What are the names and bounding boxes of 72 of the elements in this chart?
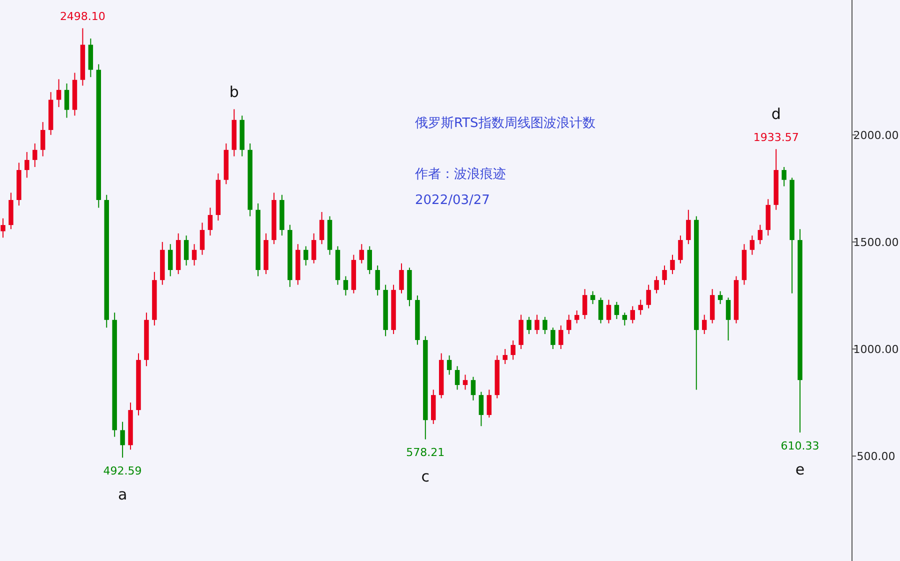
candlestick [558,324,564,350]
annotation: a [118,486,128,504]
candlestick [120,421,125,458]
candlestick [550,327,556,350]
candlestick [582,288,588,320]
candlestick [510,340,516,360]
annotation: 578.21 [406,446,445,460]
y-tick-label: 2000.00 [853,128,899,142]
candlestick [542,316,548,335]
annotation: 610.33 [780,439,820,452]
candlestick [622,312,628,326]
candlestick [478,391,484,427]
y-tick-label: 1500.00 [853,236,899,249]
candlestick [678,235,683,264]
annotation: 492.59 [103,464,142,478]
y-tick-label: 500.00 [856,450,896,464]
candlestick [454,366,460,390]
candlestick [0,218,6,238]
candlestick [446,354,452,376]
text: 俄罗斯RTS指数周线图波浪计数 [415,115,596,131]
candlestick [64,83,70,118]
candlestick [319,211,324,245]
candlestick [750,235,755,256]
candlestick [726,297,731,341]
candlestick [56,78,62,108]
candlestick [614,301,620,320]
annotation: 1933.57 [753,131,799,144]
annotation: 2498.10 [60,10,106,24]
candlestick [399,262,404,294]
candlestick [670,254,675,275]
candlestick [598,297,604,324]
candlestick [168,244,173,277]
candlestick [40,122,46,157]
candlestick [534,314,540,335]
text: 作者：波浪痕迹 [414,166,506,182]
candlestick [566,314,572,335]
candlestick [343,276,348,296]
candlestick [192,244,197,266]
candlestick [367,246,372,275]
candlestick [630,306,635,324]
y-tick-label: 1000.00 [853,343,899,356]
candlestick [470,376,476,401]
candlestick [359,244,364,264]
candlestick [654,276,659,294]
candlestick [24,152,30,178]
candlestick [208,207,213,236]
candlestick [200,222,205,256]
candlestick [606,299,612,324]
candlestick [184,235,189,266]
candlestick [758,224,763,245]
annotation: e [795,460,805,478]
candlestick [526,316,532,335]
candlestick [686,209,691,245]
candlestick [375,265,380,296]
candlestick [702,314,707,335]
candlestick [782,166,786,187]
candlestick [646,284,651,309]
annotation: 2022/03/27 [415,193,490,208]
candlestick [574,310,580,324]
candlestick [662,265,667,286]
candlestick [638,299,643,316]
candlestick [590,290,596,305]
annotation: d [771,105,781,124]
annotation: c [421,467,430,486]
candlestick [303,246,308,266]
candlestick [486,389,492,418]
candlestick [462,374,468,390]
candlestick [32,142,38,168]
candlestick [502,348,508,365]
candlestick [311,232,316,264]
candlestick [718,290,723,305]
annotation: b [229,83,239,102]
